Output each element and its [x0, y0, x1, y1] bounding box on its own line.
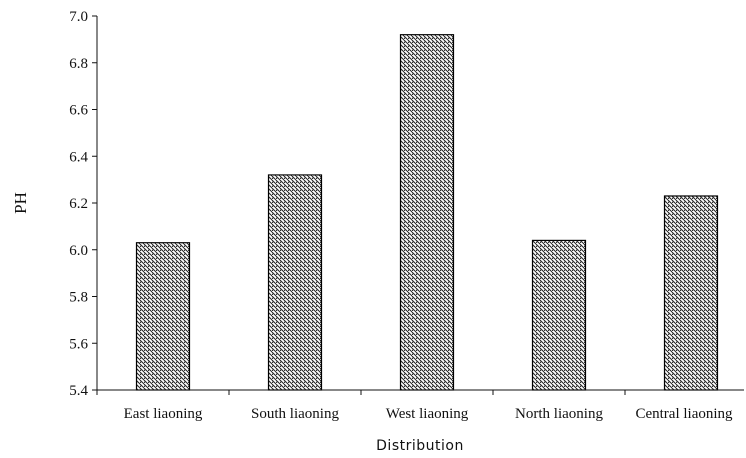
x-tick-label: North liaoning	[515, 406, 603, 422]
x-tick-label: South liaoning	[251, 406, 339, 422]
y-tick-label: 5.8	[69, 290, 88, 306]
bar-south-liaoning	[267, 174, 323, 391]
bar-central-liaoning	[663, 195, 719, 391]
x-tick-label: West liaoning	[386, 406, 469, 422]
y-tick-label: 6.2	[69, 196, 88, 212]
bars-layer	[135, 34, 719, 391]
y-ticks-layer: 5.4 5.6 5.8 6.0 6.2 6.4 6.6 6.8 7.0	[69, 9, 97, 399]
x-ticks-layer: East liaoning South liaoning West liaoning…	[96, 390, 733, 422]
bar-north-liaoning	[531, 239, 587, 391]
y-tick-label: 6.0	[69, 243, 88, 259]
y-axis-title: PH	[11, 192, 30, 214]
bar-west-liaoning	[399, 34, 455, 391]
x-tick-label: Central liaoning	[635, 406, 733, 422]
y-tick-label: 5.6	[69, 336, 88, 352]
y-tick-label: 6.8	[69, 56, 88, 72]
x-axis-title: Distribution	[376, 438, 464, 454]
y-tick-label: 6.4	[69, 149, 88, 165]
y-tick-label: 5.4	[69, 383, 88, 399]
bar-east-liaoning	[135, 242, 191, 391]
x-tick-label: East liaoning	[124, 406, 203, 422]
y-tick-label: 6.6	[69, 103, 88, 119]
y-tick-label: 7.0	[69, 9, 88, 25]
